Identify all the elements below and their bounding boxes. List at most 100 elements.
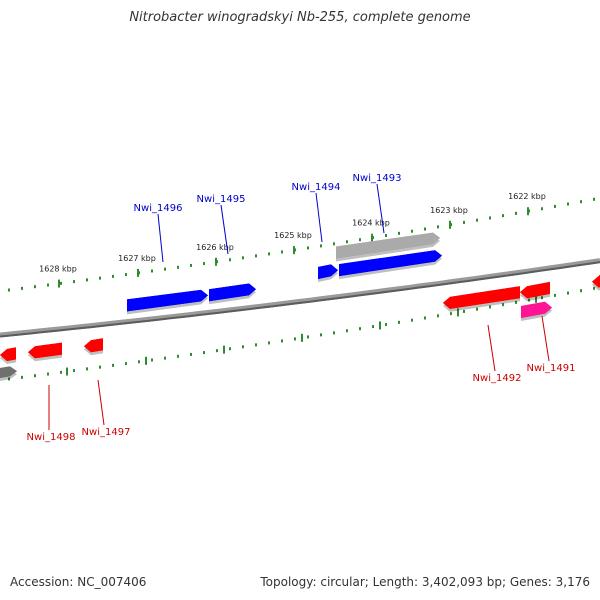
major-tick xyxy=(215,257,217,266)
gene-leader-line xyxy=(315,192,323,243)
track-dot xyxy=(346,329,348,333)
track-dot xyxy=(8,377,10,381)
gene-red-right-edge xyxy=(592,274,600,291)
gene-nwi-1498 xyxy=(28,342,62,362)
gene-nwi-1496-top xyxy=(127,289,208,312)
track-dot xyxy=(567,202,569,206)
track-dot xyxy=(268,341,270,345)
track-dot xyxy=(60,281,62,285)
track-dot xyxy=(255,343,257,347)
track-dot xyxy=(34,285,36,289)
major-tick xyxy=(301,333,303,342)
track-dot xyxy=(372,325,374,329)
major-tick xyxy=(66,367,68,376)
gene-label-minus: Nwi_1498 xyxy=(27,432,76,443)
track-dot xyxy=(86,278,88,282)
gene-label-minus: Nwi_1492 xyxy=(473,373,522,384)
track-dot xyxy=(333,242,335,246)
track-dot xyxy=(398,320,400,324)
track-dot xyxy=(255,254,257,258)
major-tick xyxy=(223,345,225,354)
gene-nwi-1492 xyxy=(443,286,520,312)
coordinate-label: 1626 kbp xyxy=(196,243,234,252)
gene-label-minus: Nwi_1497 xyxy=(82,427,131,438)
track-dot xyxy=(424,227,426,231)
track-dot xyxy=(346,240,348,244)
track-dot xyxy=(307,246,309,250)
coordinate-label: 1625 kbp xyxy=(274,231,312,240)
gene-nwi-1496 xyxy=(127,289,208,315)
track-dot xyxy=(450,312,452,316)
gene-red-right-edge-top xyxy=(592,274,600,288)
track-dot xyxy=(242,345,244,349)
track-dot xyxy=(489,216,491,220)
gene-nwi-1495 xyxy=(209,283,256,305)
track-dot xyxy=(593,286,595,290)
track-dot xyxy=(229,258,231,262)
gene-red-right xyxy=(520,281,550,302)
gene-label-minus: Nwi_1491 xyxy=(527,363,576,374)
track-dot xyxy=(86,367,88,371)
coordinate-label: 1627 kbp xyxy=(118,254,156,263)
gene-leader-line xyxy=(376,183,385,234)
track-dot xyxy=(554,204,556,208)
track-dot xyxy=(502,214,504,218)
track-dot xyxy=(99,365,101,369)
track-dot xyxy=(151,269,153,273)
gene-label-plus: Nwi_1496 xyxy=(134,203,183,214)
track-dot xyxy=(502,303,504,307)
track-dot xyxy=(112,274,114,278)
track-dot xyxy=(489,305,491,309)
gene-gray-left-edge-top xyxy=(0,366,17,378)
track-dot xyxy=(99,276,101,280)
track-dot xyxy=(8,288,10,292)
track-dot xyxy=(138,360,140,364)
track-dot xyxy=(463,309,465,313)
gene-leader-line xyxy=(97,379,105,426)
major-tick xyxy=(371,233,373,242)
track-dot xyxy=(580,200,582,204)
gene-nwi-1494 xyxy=(318,264,338,282)
gene-nwi-1492-top xyxy=(443,286,520,309)
gene-nwi-1493-top xyxy=(339,250,442,277)
gene-leader-line xyxy=(220,204,229,255)
major-tick xyxy=(535,294,537,303)
gene-nwi-1493 xyxy=(339,250,442,280)
genome-backbone-shadow xyxy=(0,261,600,338)
track-dot xyxy=(567,291,569,295)
track-dot xyxy=(528,298,530,302)
track-dot xyxy=(164,356,166,360)
track-dot xyxy=(229,347,231,351)
track-dot xyxy=(541,296,543,300)
gene-red-right-top xyxy=(520,281,550,299)
track-dot xyxy=(476,218,478,222)
gene-leader-line xyxy=(541,315,550,362)
track-dot xyxy=(515,211,517,215)
track-dot xyxy=(112,363,114,367)
major-tick xyxy=(527,207,529,216)
coordinate-label: 1622 kbp xyxy=(508,192,546,201)
track-dot xyxy=(21,375,23,379)
gene-red-left-edge xyxy=(0,347,16,364)
gene-gray-left-edge xyxy=(0,366,17,381)
track-dot xyxy=(411,318,413,322)
track-dot xyxy=(190,352,192,356)
gene-nwi-1498-top xyxy=(28,342,62,359)
major-tick xyxy=(449,220,451,229)
map-title: Nitrobacter winogradskyi Nb-255, complet… xyxy=(129,10,471,25)
track-dot xyxy=(242,256,244,260)
track-dot xyxy=(294,337,296,341)
coordinate-label: 1623 kbp xyxy=(430,206,468,215)
track-dot xyxy=(177,265,179,269)
track-dot xyxy=(385,233,387,237)
major-tick xyxy=(457,308,459,317)
track-dot xyxy=(281,339,283,343)
track-dot xyxy=(151,358,153,362)
track-dot xyxy=(541,207,543,211)
track-dot xyxy=(73,369,75,373)
track-dot xyxy=(177,354,179,358)
major-tick xyxy=(293,246,295,255)
track-dot xyxy=(411,229,413,233)
